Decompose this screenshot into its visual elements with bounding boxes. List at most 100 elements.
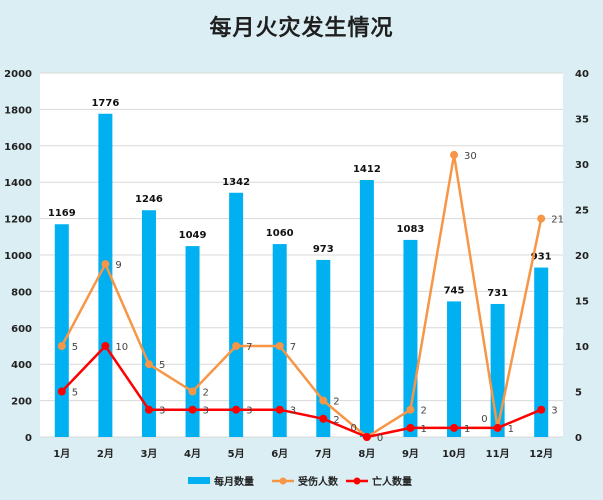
series-point <box>319 414 328 423</box>
right-axis-tick: 30 <box>575 160 589 171</box>
bar-data-label: 973 <box>313 244 334 255</box>
right-axis-tick: 20 <box>575 251 589 262</box>
right-axis-tick: 5 <box>575 388 582 399</box>
bar-data-label: 1342 <box>222 177 250 188</box>
left-axis-tick: 1600 <box>4 142 32 153</box>
right-axis-tick: 40 <box>575 69 589 80</box>
series-point <box>450 150 459 159</box>
legend-swatch-marker <box>353 477 361 485</box>
series-point <box>101 260 110 269</box>
x-axis-tick: 6月 <box>271 448 288 460</box>
left-axis-tick: 1400 <box>4 178 32 189</box>
bar <box>447 301 462 437</box>
point-data-label: 2 <box>203 388 209 399</box>
point-data-label: 5 <box>159 360 165 371</box>
point-data-label: 2 <box>333 397 339 408</box>
right-axis-tick: 25 <box>575 206 589 217</box>
bar-data-label: 1776 <box>91 98 119 109</box>
series-point <box>450 423 459 432</box>
x-axis-tick: 12月 <box>529 448 553 460</box>
bar-data-label: 1412 <box>353 164 381 175</box>
point-data-label: 7 <box>290 342 296 353</box>
bar-data-label: 745 <box>444 285 465 296</box>
series-point <box>406 405 415 414</box>
point-data-label: 5 <box>72 342 78 353</box>
point-data-label: 30 <box>464 151 477 162</box>
series-point <box>188 405 197 414</box>
x-axis-tick: 2月 <box>97 448 114 460</box>
bar <box>359 180 374 438</box>
point-data-label: 3 <box>551 406 557 417</box>
series-line-亡人数量 <box>60 344 542 439</box>
left-axis-tick: 200 <box>11 397 32 408</box>
series-point <box>144 360 153 369</box>
left-axis-tick: 1000 <box>4 251 32 262</box>
series-point <box>275 405 284 414</box>
bar <box>490 303 505 437</box>
point-data-label: 2 <box>420 406 426 417</box>
left-axis-tick: 800 <box>11 287 32 298</box>
x-axis-tick: 8月 <box>358 448 375 460</box>
point-data-label: 3 <box>246 406 252 417</box>
bar <box>534 267 549 437</box>
point-data-label: 0 <box>377 433 383 444</box>
chart-title: 每月火灾发生情况 <box>209 15 394 41</box>
series-point <box>188 387 197 396</box>
left-axis-tick: 400 <box>11 360 32 371</box>
series-line-受伤人数 <box>60 154 543 439</box>
series-point <box>101 342 110 350</box>
series-point <box>537 214 546 223</box>
series-point <box>537 405 546 414</box>
x-axis-tick: 4月 <box>184 448 201 460</box>
bar-data-label: 1049 <box>179 230 207 241</box>
right-axis-tick: 35 <box>575 115 589 126</box>
point-data-label: 5 <box>72 388 78 399</box>
legend-swatch-marker <box>279 477 287 485</box>
series-point <box>57 387 66 396</box>
series-point <box>144 405 153 414</box>
point-data-label: 3 <box>159 406 165 417</box>
point-data-label: 7 <box>246 342 252 353</box>
point-data-label: 0 <box>481 414 487 425</box>
bar-data-label: 1246 <box>135 194 163 205</box>
bar <box>141 210 156 437</box>
bar-data-label: 731 <box>487 288 508 299</box>
x-axis-tick: 7月 <box>315 448 332 460</box>
bar <box>229 192 244 437</box>
right-axis-tick: 10 <box>575 342 589 353</box>
bar <box>316 259 331 437</box>
left-axis-tick: 1200 <box>4 215 32 226</box>
right-axis-tick: 0 <box>575 433 582 444</box>
x-axis-tick: 5月 <box>228 448 245 460</box>
series-point <box>57 342 66 350</box>
series-point <box>493 423 502 432</box>
left-axis-tick: 1800 <box>4 105 32 116</box>
point-data-label: 10 <box>115 342 128 353</box>
right-axis-tick: 15 <box>575 297 589 308</box>
point-data-label: 1 <box>420 424 426 435</box>
left-axis-tick: 600 <box>11 324 32 335</box>
series-point <box>319 396 328 405</box>
legend-swatch-bar <box>188 477 210 484</box>
x-axis-tick: 10月 <box>442 448 466 460</box>
left-axis-tick: 0 <box>25 433 32 444</box>
x-axis-tick: 3月 <box>140 448 157 460</box>
bar-data-label: 1083 <box>397 224 425 235</box>
bar-data-label: 931 <box>531 252 552 263</box>
series-point <box>232 342 241 350</box>
point-data-label: 1 <box>508 424 514 435</box>
point-data-label: 0 <box>351 423 357 434</box>
left-axis-tick: 2000 <box>4 69 32 80</box>
x-axis-tick: 9月 <box>402 448 419 460</box>
bar-data-label: 1060 <box>266 228 294 239</box>
legend-label: 每月数量 <box>214 475 254 488</box>
legend-label: 亡人数量 <box>372 475 412 488</box>
point-data-label: 2 <box>333 415 339 426</box>
series-point <box>232 405 241 414</box>
point-data-label: 3 <box>290 406 296 417</box>
x-axis-tick: 1月 <box>53 448 70 460</box>
point-data-label: 21 <box>551 215 564 226</box>
point-data-label: 3 <box>203 406 209 417</box>
